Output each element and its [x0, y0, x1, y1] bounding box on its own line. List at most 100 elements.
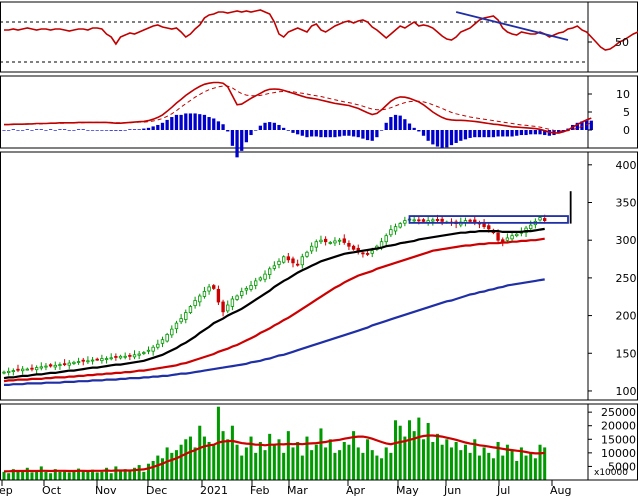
- macd-hist-bar: [212, 118, 216, 130]
- price-candle-body: [505, 237, 510, 241]
- macd-signal-line: [4, 85, 592, 132]
- panel-frame-macd: [0, 75, 638, 149]
- macd-hist-bar: [407, 123, 412, 130]
- macd-hist-bar: [491, 130, 496, 138]
- volume-bar: [156, 455, 160, 480]
- macd-hist-bar: [286, 130, 290, 131]
- x-tick-label: Oct: [42, 484, 62, 496]
- price-candle-body: [11, 370, 16, 373]
- macd-hist-bar: [193, 113, 197, 130]
- macd-hist-bar: [468, 130, 472, 138]
- price-candles: [2, 214, 547, 376]
- volume-bar: [86, 471, 90, 480]
- price-candle-body: [58, 364, 62, 366]
- volume-bar: [193, 447, 197, 480]
- volume-bar: [515, 461, 519, 480]
- macd-hist-bar: [403, 119, 407, 130]
- macd-hist-bar: [440, 130, 444, 148]
- price-candle-body: [146, 349, 151, 352]
- volume-bar: [119, 470, 123, 480]
- volume-bar: [67, 472, 71, 480]
- price-candle-body: [421, 219, 426, 222]
- volume-bar: [380, 458, 384, 480]
- price-candle-body: [128, 354, 132, 357]
- price-candle-body: [118, 355, 123, 359]
- macd-hist-bar: [365, 130, 370, 141]
- volume-bar: [30, 472, 34, 480]
- macd-hist-bar: [62, 129, 67, 130]
- panel-frame-price: [0, 151, 638, 401]
- volume-bar: [25, 467, 29, 480]
- volume-bar: [226, 439, 230, 480]
- volume-bar: [533, 458, 537, 480]
- macd-hist-bar: [501, 130, 505, 137]
- volume-bar: [300, 455, 304, 480]
- volume-bar: [184, 439, 188, 480]
- volume-bar: [501, 455, 505, 480]
- macd-hist-bar: [529, 130, 533, 135]
- volume-tick-label: 15000: [601, 433, 636, 446]
- macd-hist-bar: [188, 113, 193, 130]
- volume-unit-label: x10000: [594, 468, 628, 478]
- macd-hist-bar: [310, 130, 314, 137]
- volume-bar: [165, 447, 169, 480]
- volume-bar: [529, 452, 533, 480]
- macd-hist-bar: [375, 130, 379, 138]
- macd-hist-bar: [347, 130, 351, 136]
- price-candle-body: [305, 251, 309, 257]
- macd-hist-bar: [184, 113, 188, 130]
- price-tick-label: 250: [616, 272, 637, 285]
- macd-hist-bar: [165, 119, 169, 130]
- volume-bar: [7, 473, 11, 480]
- price-candle-body: [412, 219, 416, 222]
- volume-bar: [468, 452, 472, 480]
- x-tick-label: 2021: [200, 484, 228, 496]
- volume-bar: [435, 433, 440, 480]
- macd-hist-bar: [557, 130, 561, 134]
- macd-hist-bar: [505, 130, 510, 137]
- price-candle-body: [291, 258, 295, 264]
- price-candle-body: [156, 343, 160, 348]
- price-candle-body: [393, 226, 398, 232]
- price-candle-body: [132, 354, 137, 358]
- macd-hist-bar: [21, 130, 25, 131]
- price-candle-body: [179, 318, 183, 323]
- volume-bar: [146, 463, 151, 480]
- volume-bar: [179, 444, 183, 480]
- price-tick-label: 150: [616, 347, 637, 360]
- price-candle-body: [188, 306, 193, 313]
- price-candle-body: [207, 286, 211, 292]
- price-candle-body: [39, 366, 43, 369]
- price-candle-body: [95, 358, 99, 361]
- volume-bar: [249, 436, 253, 480]
- macd-hist-bar: [393, 114, 398, 130]
- price-candle-body: [174, 322, 179, 330]
- macd-tick-label: 0: [623, 124, 630, 137]
- volume-tick-label: 20000: [601, 420, 636, 433]
- macd-hist-bar: [48, 129, 53, 130]
- macd-hist-bar: [86, 130, 90, 131]
- price-candle-body: [221, 301, 225, 313]
- macd-hist-bar: [179, 114, 183, 130]
- price-candle-body: [263, 273, 267, 280]
- volume-bar: [338, 450, 342, 480]
- price-candle-body: [496, 232, 500, 241]
- volume-bar: [72, 471, 76, 480]
- volume-bar: [310, 450, 314, 480]
- macd-hist-bar: [561, 130, 565, 132]
- volume-bar: [347, 444, 351, 480]
- volume-bar: [445, 439, 449, 480]
- volume-bar: [324, 447, 328, 480]
- macd-hist-bar: [25, 129, 29, 130]
- price-candle-body: [244, 288, 249, 291]
- volume-ma-line: [4, 434, 545, 473]
- volume-bar: [412, 431, 416, 480]
- macd-hist-bar: [431, 130, 435, 145]
- macd-hist-bar: [34, 129, 39, 130]
- macd-hist-bar: [104, 130, 109, 131]
- volume-bar: [408, 420, 412, 480]
- macd-hist-bar: [216, 121, 221, 130]
- macd-hist-bar: [268, 122, 272, 130]
- price-candle-body: [286, 256, 291, 261]
